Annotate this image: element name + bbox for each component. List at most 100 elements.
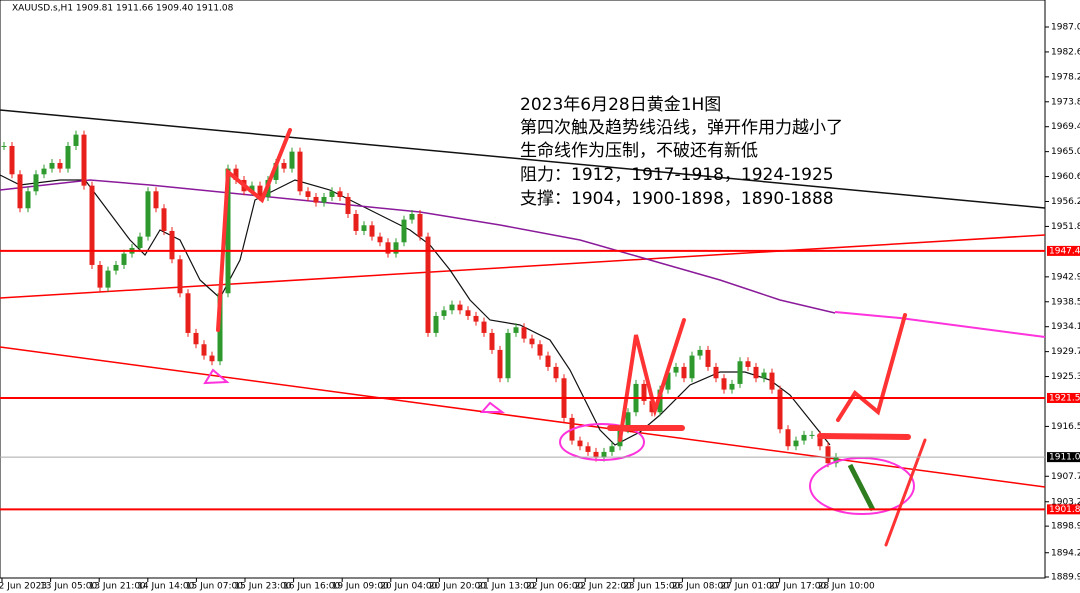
last-price-label: 1911.08 [1049, 453, 1080, 463]
candle [825, 446, 831, 464]
x-tick-label: 13 Jun 21:00 [89, 582, 146, 592]
candle [697, 349, 703, 356]
candle [601, 451, 607, 458]
annotation-line: 2023年6月28日黄金1H图 [520, 95, 721, 115]
circle [809, 457, 915, 515]
level-label: 1901.86 [1049, 505, 1080, 515]
annotation-line: 生命线作为压制，不破还有新低 [520, 141, 758, 161]
candle [329, 191, 335, 197]
last-price-box [1047, 452, 1080, 463]
x-tick-label: 14 Jun 14:00 [137, 582, 194, 592]
annotation-line: 阻力：1912，1917-1918，1924-1925 [520, 165, 834, 185]
level-label-box [1047, 392, 1080, 403]
candle [489, 332, 495, 350]
candle [193, 332, 199, 345]
candle [17, 174, 23, 209]
candle [313, 196, 319, 203]
candle [625, 412, 631, 430]
x-tick-label: 13 Jun 05:00 [40, 582, 97, 592]
annotation-line: 第四次触及趋势线沿线，弹开作用力越小了 [520, 118, 843, 138]
candle [585, 446, 591, 452]
x-tick-label: 22 Jun 06:00 [526, 582, 583, 592]
candle [377, 236, 383, 243]
candle [409, 213, 415, 220]
x-tick-label: 15 Jun 07:00 [186, 582, 243, 592]
candle [73, 134, 79, 146]
candle [713, 366, 719, 379]
candle [33, 174, 39, 192]
candle [577, 440, 583, 447]
candle [209, 355, 215, 362]
candle [57, 162, 63, 169]
candle [249, 185, 255, 192]
candle [145, 191, 151, 237]
candle [681, 366, 687, 379]
candle [473, 315, 479, 322]
x-tick-label: 26 Jun 08:00 [672, 582, 729, 592]
y-tick-label: 1903.20 [1051, 497, 1080, 507]
candle [233, 168, 239, 180]
candle [745, 361, 751, 367]
candle [609, 446, 615, 452]
candle [321, 196, 327, 203]
candle [761, 372, 767, 379]
candle [225, 168, 231, 294]
y-tick-label: 1916.50 [1051, 422, 1080, 432]
candle [153, 191, 159, 209]
candle [289, 151, 295, 169]
candle [545, 355, 551, 367]
x-tick-label: 21 Jun 13:00 [477, 582, 534, 592]
candle [449, 304, 455, 311]
candle [369, 225, 375, 237]
candle [113, 264, 119, 271]
candle [177, 259, 183, 294]
annotation: 2023年6月28日黄金1H图 第四次触及趋势线沿线，弹开作用力越小了 生命线作… [520, 95, 843, 209]
y-tick-label: 1934.10 [1051, 322, 1080, 332]
candle [641, 383, 647, 401]
trendline [0, 109, 1046, 209]
candle [105, 270, 111, 288]
candle [425, 236, 431, 333]
candle [393, 242, 399, 254]
candle [521, 327, 527, 339]
drawings [203, 368, 915, 515]
x-tick-label: 23 Jun 15:00 [623, 582, 680, 592]
candle [553, 366, 559, 379]
candle [169, 230, 175, 260]
candle [793, 440, 799, 447]
arrow [618, 318, 686, 442]
circle [559, 423, 645, 461]
x-tick-label: 12 Jun 2023 [0, 582, 47, 592]
marker [479, 401, 505, 413]
candle [809, 434, 815, 436]
candle [753, 366, 759, 379]
candle [529, 338, 535, 345]
candle [385, 242, 391, 254]
x-tick-label: 16 Jun 16:00 [283, 582, 340, 592]
candle [201, 344, 207, 356]
y-tick-label: 1907.70 [1051, 472, 1080, 482]
candle [705, 349, 711, 367]
candle [185, 293, 191, 333]
candle [81, 134, 87, 186]
y-tick-label: 1956.20 [1051, 197, 1080, 207]
x-tick-label: 15 Jun 23:00 [234, 582, 291, 592]
y-tick-label: 1889.92 [1051, 573, 1080, 583]
candle [833, 457, 839, 464]
candle [457, 304, 463, 311]
y-tick-label: 1982.60 [1051, 47, 1080, 57]
level-label: 1921.52 [1049, 393, 1080, 403]
y-tick-label: 1960.60 [1051, 172, 1080, 182]
y-tick-label: 1965.00 [1051, 147, 1080, 157]
candle [281, 162, 287, 169]
arrow [836, 313, 907, 422]
candle [513, 327, 519, 333]
y-tick-label: 1925.30 [1051, 372, 1080, 382]
y-tick-label: 1898.90 [1051, 522, 1080, 532]
x-tick-label: 28 Jun 10:00 [818, 582, 875, 592]
candle [777, 389, 783, 430]
y-tick-label: 1942.90 [1051, 272, 1080, 282]
candle [49, 162, 55, 169]
